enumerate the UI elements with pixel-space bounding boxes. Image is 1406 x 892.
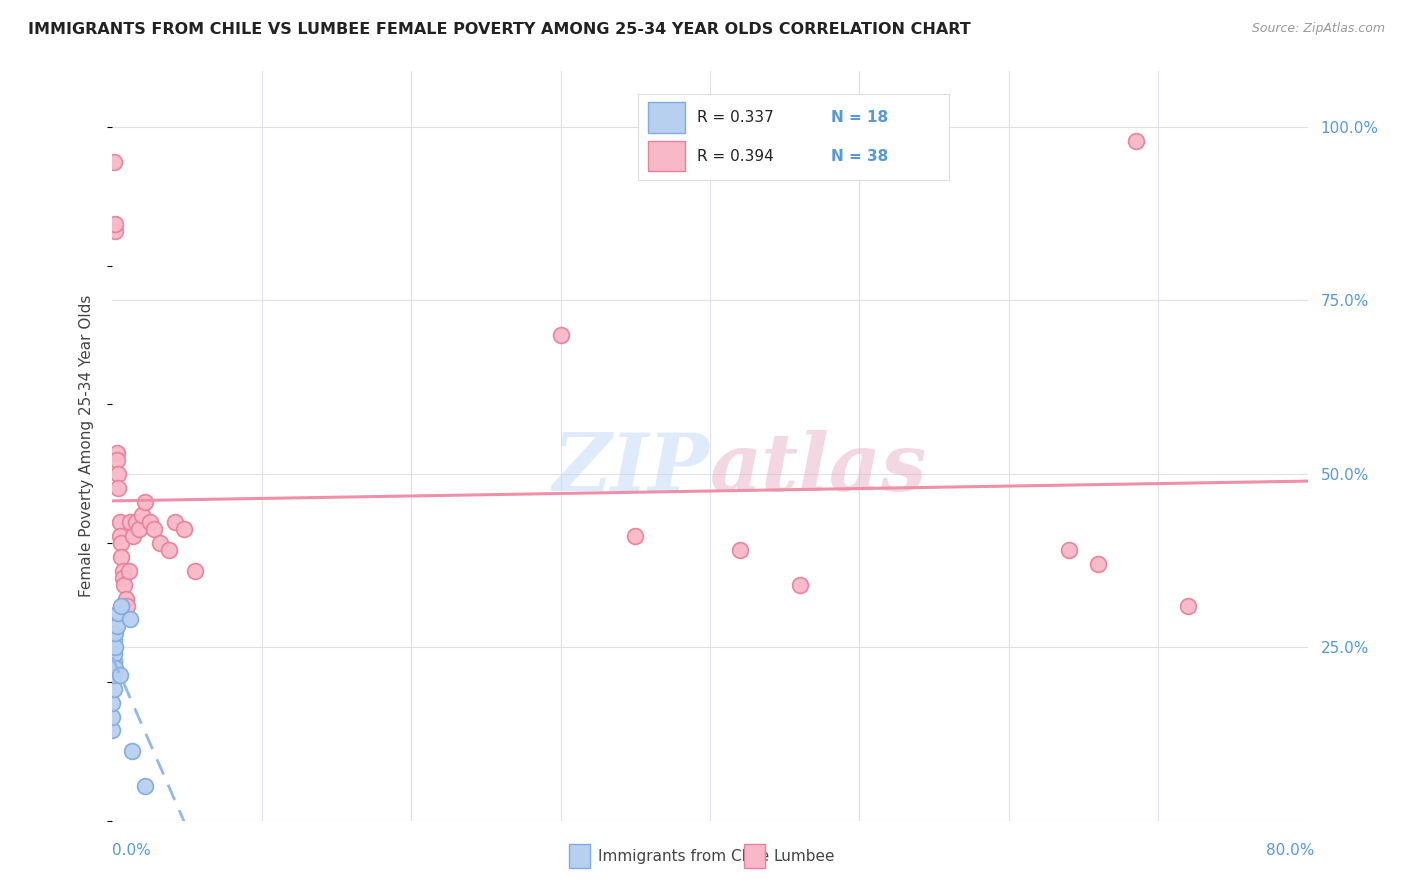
Point — [107, 481, 129, 495]
Text: IMMIGRANTS FROM CHILE VS LUMBEE FEMALE POVERTY AMONG 25-34 YEAR OLDS CORRELATION: IMMIGRANTS FROM CHILE VS LUMBEE FEMALE P… — [28, 22, 972, 37]
Text: ZIP: ZIP — [553, 430, 710, 508]
Point — [103, 681, 125, 696]
Point — [121, 744, 143, 758]
Point — [103, 668, 125, 682]
Point — [1057, 543, 1080, 558]
Point — [105, 453, 128, 467]
Point — [117, 599, 139, 613]
Point — [104, 626, 127, 640]
Point — [1087, 557, 1109, 571]
Point — [108, 529, 131, 543]
Point — [103, 154, 125, 169]
Point — [105, 619, 128, 633]
Point — [103, 654, 125, 668]
Point — [120, 612, 142, 626]
Point — [110, 599, 132, 613]
Point — [110, 549, 132, 564]
Point — [550, 328, 572, 343]
Point — [103, 633, 125, 648]
Point — [104, 224, 127, 238]
Point — [103, 647, 125, 661]
Text: Source: ZipAtlas.com: Source: ZipAtlas.com — [1251, 22, 1385, 36]
Point — [104, 661, 127, 675]
Y-axis label: Female Poverty Among 25-34 Year Olds: Female Poverty Among 25-34 Year Olds — [79, 295, 94, 597]
Point — [101, 696, 124, 710]
Point — [1125, 134, 1147, 148]
Point — [104, 640, 127, 655]
Point — [125, 516, 148, 530]
Point — [173, 522, 195, 536]
Point — [105, 446, 128, 460]
Point — [134, 779, 156, 793]
Point — [111, 571, 134, 585]
Point — [114, 578, 135, 592]
Point — [149, 536, 172, 550]
Point — [728, 543, 751, 558]
Text: 80.0%: 80.0% — [1267, 843, 1315, 858]
Point — [143, 522, 166, 536]
Point — [131, 508, 153, 523]
Point — [108, 668, 131, 682]
Point — [110, 536, 132, 550]
Point — [115, 591, 138, 606]
Point — [183, 564, 205, 578]
Point — [624, 529, 647, 543]
Point — [104, 217, 127, 231]
Point — [1177, 599, 1199, 613]
Point — [134, 494, 156, 508]
Point — [157, 543, 180, 558]
Point — [789, 578, 811, 592]
Point — [120, 516, 142, 530]
Point — [111, 564, 134, 578]
Point — [101, 709, 124, 723]
Point — [139, 516, 162, 530]
Point — [122, 529, 145, 543]
Point — [107, 467, 129, 481]
Point — [118, 564, 141, 578]
Text: 0.0%: 0.0% — [112, 843, 152, 858]
Point — [101, 723, 124, 738]
Point — [165, 516, 187, 530]
Point — [108, 516, 131, 530]
Point — [128, 522, 150, 536]
Point — [107, 606, 129, 620]
Text: atlas: atlas — [710, 430, 928, 508]
